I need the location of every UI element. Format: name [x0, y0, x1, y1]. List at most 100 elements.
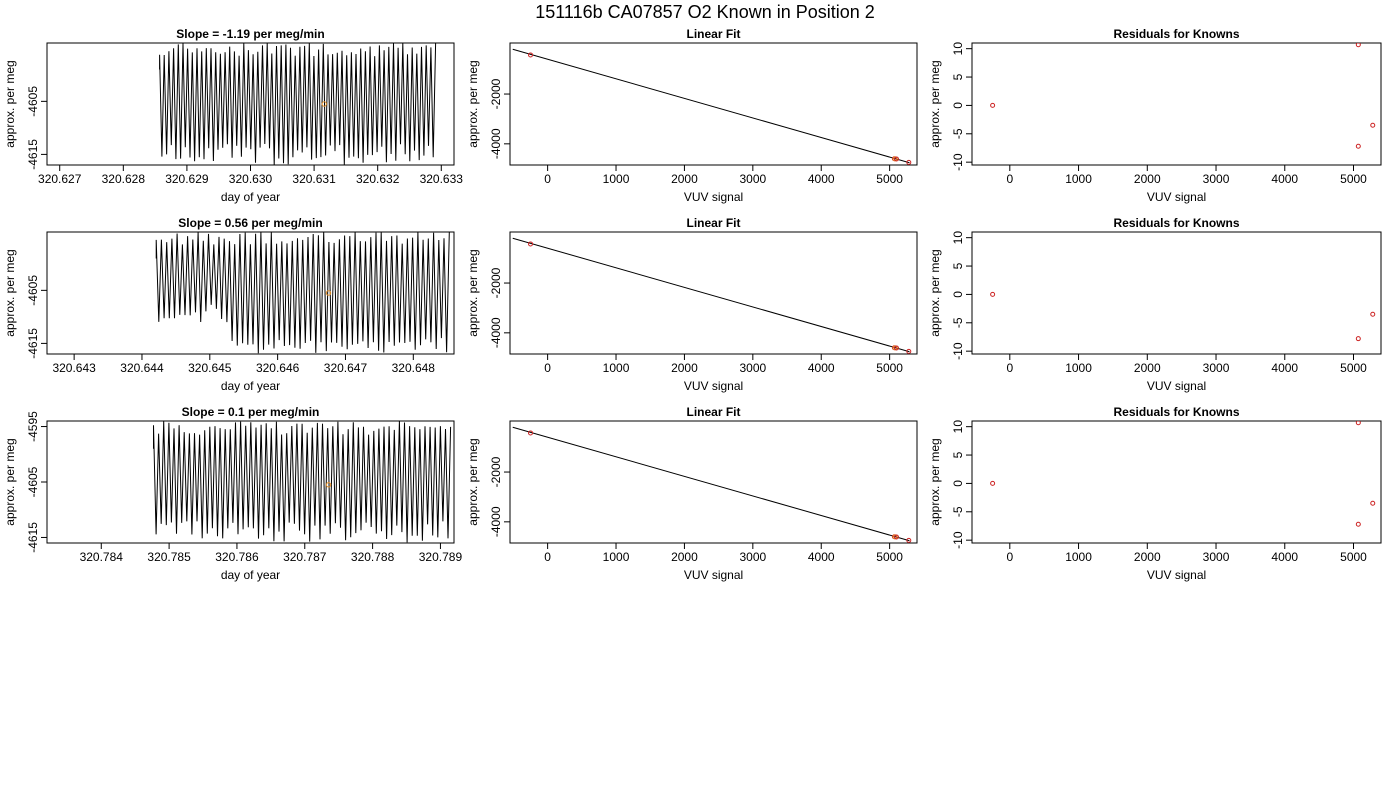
panel-9: Residuals for Knowns VUV signal approx. pe…	[928, 405, 1382, 582]
plot-area	[512, 426, 912, 543]
panel-title: Linear Fit	[686, 405, 740, 419]
panel-title: Slope = 0.1 per meg/min	[182, 405, 320, 419]
x-tick-label: 320.631	[292, 172, 336, 186]
plot-area	[152, 421, 452, 543]
plot-area	[990, 291, 1376, 342]
data-point	[1355, 43, 1361, 48]
x-tick-label: 4000	[1271, 550, 1298, 564]
x-tick-label: 320.788	[351, 550, 395, 564]
plot-area	[155, 232, 450, 354]
panel-title: Linear Fit	[686, 216, 740, 230]
y-axis-label: approx. per meg	[466, 249, 480, 336]
x-axis-label: VUV signal	[684, 190, 743, 204]
x-tick-label: 0	[1006, 172, 1013, 186]
y-tick-label: -4615	[26, 139, 40, 170]
y-tick-label: 5	[951, 73, 965, 80]
y-axis-label: approx. per meg	[3, 438, 17, 525]
x-tick-label: 5000	[1340, 172, 1367, 186]
x-tick-label: 1000	[603, 172, 630, 186]
x-tick-label: 320.648	[392, 361, 436, 375]
data-point	[990, 480, 996, 486]
x-tick-label: 320.784	[80, 550, 124, 564]
x-tick-label: 1000	[1065, 550, 1092, 564]
y-tick-label: -4615	[26, 522, 40, 553]
panel-1: Slope = -1.19 per meg/min day of year appr…	[3, 27, 463, 204]
y-tick-label: -4595	[26, 411, 40, 442]
data-point	[528, 430, 534, 436]
panel-title: Residuals for Knowns	[1113, 27, 1239, 41]
y-tick-label: -4000	[489, 506, 503, 537]
panel-title: Residuals for Knowns	[1113, 216, 1239, 230]
x-tick-label: 0	[544, 550, 551, 564]
data-point	[1355, 521, 1361, 527]
y-axis-label: approx. per meg	[3, 60, 17, 147]
y-tick-label: -2000	[489, 456, 503, 487]
x-tick-label: 320.643	[52, 361, 96, 375]
plot-area	[990, 421, 1376, 527]
signal-trace	[159, 43, 437, 165]
x-tick-label: 320.787	[283, 550, 327, 564]
y-tick-label: -4615	[26, 328, 40, 359]
y-tick-label: 5	[951, 262, 965, 269]
x-tick-label: 320.646	[256, 361, 300, 375]
panel-8: Linear Fit VUV signal approx. per meg 0 1000…	[466, 405, 918, 582]
x-tick-label: 0	[544, 361, 551, 375]
data-point	[906, 159, 912, 165]
y-tick-label: -10	[951, 342, 965, 360]
mean-marker	[321, 101, 327, 107]
y-tick-label: -4605	[26, 275, 40, 306]
x-tick-label: 320.629	[165, 172, 209, 186]
plot-frame	[509, 420, 918, 544]
x-tick-label: 2000	[671, 550, 698, 564]
x-tick-label: 4000	[1271, 172, 1298, 186]
x-tick-label: 1000	[603, 550, 630, 564]
panel-7: Slope = 0.1 per meg/min day of year approx…	[3, 405, 462, 582]
x-tick-label: 320.632	[356, 172, 400, 186]
x-tick-label: 3000	[739, 550, 766, 564]
x-tick-label: 5000	[1340, 361, 1367, 375]
y-axis-label: approx. per meg	[466, 438, 480, 525]
x-axis-label: VUV signal	[1147, 379, 1206, 393]
data-point	[990, 291, 996, 297]
panel-4: Slope = 0.56 per meg/min day of year appro…	[3, 216, 455, 393]
x-axis-label: day of year	[221, 379, 280, 393]
plot-area	[512, 237, 912, 354]
y-tick-label: -5	[951, 506, 965, 517]
data-point	[1355, 336, 1361, 342]
x-tick-label: 5000	[1340, 550, 1367, 564]
x-axis-label: VUV signal	[684, 568, 743, 582]
plot-area	[990, 43, 1376, 149]
x-axis-label: day of year	[221, 190, 280, 204]
x-tick-label: 3000	[1203, 550, 1230, 564]
x-tick-label: 0	[544, 172, 551, 186]
plot-frame	[46, 231, 455, 355]
data-point	[893, 534, 899, 540]
x-tick-label: 320.633	[420, 172, 464, 186]
x-tick-label: 320.627	[38, 172, 82, 186]
mean-marker	[325, 290, 332, 296]
data-point	[1370, 500, 1376, 506]
plot-frame	[509, 42, 918, 166]
x-tick-label: 4000	[1271, 361, 1298, 375]
y-axis-label: approx. per meg	[928, 60, 942, 147]
panel-grid: Slope = -1.19 per meg/min day of year appr…	[3, 27, 1382, 582]
x-tick-label: 4000	[808, 550, 835, 564]
panel-title: Linear Fit	[686, 27, 740, 41]
panel-title: Slope = -1.19 per meg/min	[176, 27, 324, 41]
panel-6: Residuals for Knowns VUV signal approx. pe…	[928, 216, 1382, 393]
x-axis-label: day of year	[221, 568, 280, 582]
plot-frame	[509, 231, 918, 355]
data-point	[1370, 122, 1376, 128]
data-point	[1355, 143, 1361, 149]
y-tick-label: -2000	[489, 78, 503, 109]
x-tick-label: 320.644	[120, 361, 164, 375]
y-tick-label: 10	[951, 231, 965, 245]
x-axis-label: VUV signal	[684, 379, 743, 393]
y-tick-label: 0	[951, 291, 965, 298]
x-axis-label: VUV signal	[1147, 568, 1206, 582]
x-tick-label: 320.789	[419, 550, 463, 564]
panel-3: Residuals for Knowns VUV signal approx. pe…	[928, 27, 1382, 204]
y-tick-label: -2000	[489, 267, 503, 298]
x-tick-label: 0	[1006, 361, 1013, 375]
